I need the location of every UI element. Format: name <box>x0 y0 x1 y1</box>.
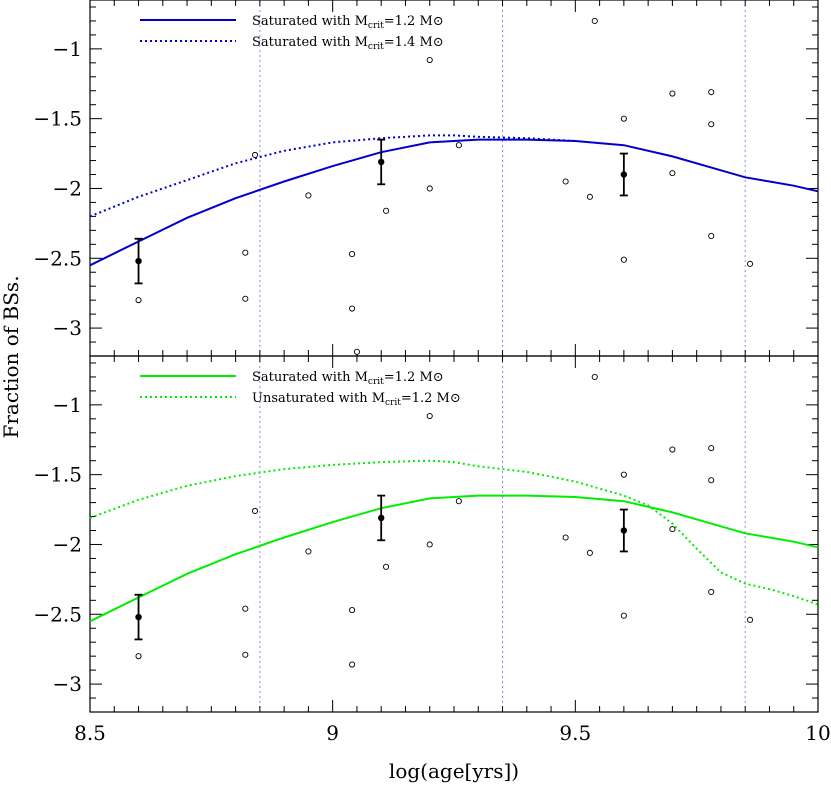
panel-bottom: −1 −1.5 −2 −2.5 −3 8.5 9 9.5 10 Saturated with Mc… <box>33 348 831 745</box>
y-tick-label: −2 <box>53 176 82 200</box>
y-tick-label: −2.5 <box>33 246 82 270</box>
x-tick-label: 9 <box>326 721 339 745</box>
y-tick-label: −1.5 <box>33 463 82 487</box>
open-point <box>242 651 249 658</box>
open-point <box>426 56 433 64</box>
open-point <box>586 549 593 556</box>
open-point <box>135 653 142 660</box>
open-point <box>708 232 715 239</box>
open-point <box>669 526 676 533</box>
open-point <box>349 305 356 312</box>
series-line <box>89 138 819 267</box>
open-point <box>383 207 390 214</box>
open-point <box>620 256 627 263</box>
data-point <box>378 514 385 522</box>
legend-entry: Saturated with Mcrit=1.4 M⊙ <box>252 35 444 52</box>
legend-entry: Saturated with Mcrit=1.2 M⊙ <box>252 14 444 31</box>
plot-frame <box>89 355 819 713</box>
open-point <box>251 507 259 515</box>
y-tick-label: −2 <box>53 532 82 556</box>
open-point <box>591 17 598 24</box>
open-point <box>426 541 433 548</box>
open-point <box>349 661 356 668</box>
data-point <box>620 171 628 178</box>
open-point <box>251 151 259 159</box>
open-point <box>349 251 356 258</box>
open-point <box>620 115 627 122</box>
open-point <box>669 446 676 453</box>
y-tick-label: −3 <box>53 672 82 696</box>
data-point <box>135 613 142 621</box>
legend-entry: Saturated with Mcrit=1.2 M⊙ <box>252 370 444 387</box>
open-point <box>708 588 715 595</box>
open-point <box>591 373 598 380</box>
panel-top: −1 −1.5 −2 −2.5 −3 Saturated with Mcrit=1.2 M… <box>33 0 819 357</box>
open-point <box>562 178 569 185</box>
open-point <box>353 348 360 355</box>
open-point <box>426 412 433 420</box>
series-line <box>89 494 819 623</box>
open-point <box>669 170 676 177</box>
open-point <box>349 607 356 614</box>
open-point <box>708 477 715 484</box>
y-tick-label: −3 <box>53 316 82 340</box>
open-point <box>708 89 715 96</box>
data-point <box>135 257 142 265</box>
plot-frame <box>89 0 819 357</box>
open-point <box>562 534 569 541</box>
x-tick-label: 10 <box>805 721 830 745</box>
open-point <box>426 185 433 192</box>
x-tick-label: 8.5 <box>74 721 106 745</box>
open-point <box>135 297 142 304</box>
data-point <box>620 527 628 534</box>
open-point <box>455 142 462 149</box>
y-axis-label: Fraction of BSs. <box>0 275 23 438</box>
open-point <box>620 471 627 478</box>
y-tick-label: −1 <box>53 393 82 417</box>
x-tick-label: 9.5 <box>559 721 591 745</box>
series-line <box>89 134 576 218</box>
open-point <box>747 616 754 623</box>
open-point <box>242 605 249 612</box>
open-point <box>305 192 312 199</box>
y-tick-label: −1.5 <box>33 107 82 131</box>
open-point <box>383 563 390 570</box>
open-point <box>708 121 715 128</box>
data-point <box>378 158 385 166</box>
open-point <box>455 498 462 505</box>
series-line <box>89 459 819 606</box>
open-point <box>708 445 715 452</box>
open-point <box>669 90 676 97</box>
y-tick-label: −1 <box>53 37 82 61</box>
open-point <box>620 612 627 619</box>
x-axis-label: log(age[yrs]) <box>389 759 519 783</box>
open-point <box>305 548 312 555</box>
y-tick-label: −2.5 <box>33 602 82 626</box>
open-point <box>586 193 593 200</box>
open-point <box>242 295 249 302</box>
open-point <box>747 260 754 267</box>
legend-entry: Unsaturated with Mcrit=1.2 M⊙ <box>252 391 461 408</box>
open-point <box>242 249 249 256</box>
